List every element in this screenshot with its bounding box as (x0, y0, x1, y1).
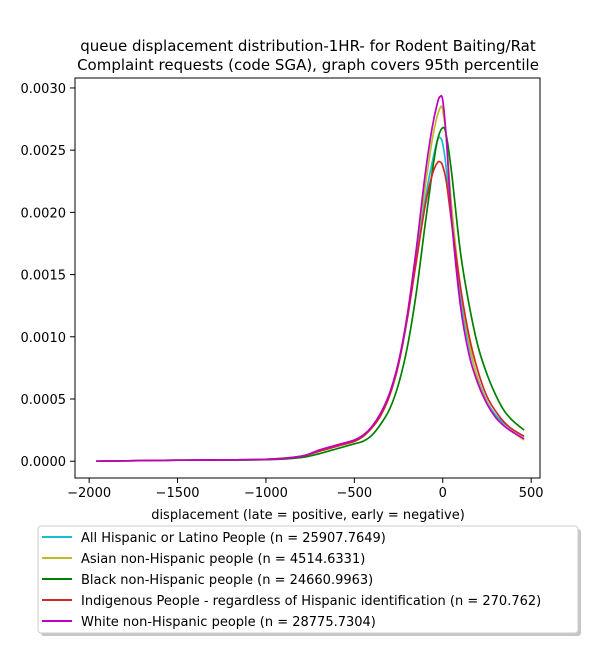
series-line-5 (96, 94, 525, 463)
x-tick-label: −1500 (156, 486, 200, 501)
x-tick-label: −1000 (244, 486, 288, 501)
legend-label-3: Black non-Hispanic people (n = 24660.996… (81, 573, 373, 588)
x-axis-label: displacement (late = positive, early = n… (151, 508, 465, 523)
legend-label-5: White non-Hispanic people (n = 28775.730… (81, 615, 376, 630)
legend-label-1: All Hispanic or Latino People (n = 25907… (81, 531, 386, 546)
series-line-4 (96, 160, 525, 463)
y-tick-label: 0.0015 (21, 269, 67, 284)
x-tick-label: −500 (336, 486, 372, 501)
x-axis: −2000 −1500 −1000 −500 0 500 (67, 478, 544, 501)
y-tick-label: 0.0005 (21, 393, 67, 408)
chart-title: queue displacement distribution-1HR- for… (77, 37, 539, 74)
series-layer (96, 94, 525, 463)
x-tick-label: 500 (519, 486, 544, 501)
y-axis: 0.0000 0.0005 0.0010 0.0015 0.0020 0.0025 0.00… (21, 82, 75, 470)
legend-items: All Hispanic or Latino People (n = 25907… (42, 531, 541, 630)
x-tick-label: −2000 (67, 486, 111, 501)
x-tick-label: 0 (439, 486, 447, 501)
y-tick-label: 0.0025 (21, 144, 67, 159)
y-tick-label: 0.0000 (21, 455, 67, 470)
y-tick-label: 0.0010 (21, 331, 67, 346)
legend-label-4: Indigenous People - regardless of Hispan… (81, 594, 541, 609)
legend-box (37, 525, 579, 634)
y-tick-label: 0.0020 (21, 206, 67, 221)
legend-label-2: Asian non-Hispanic people (n = 4514.6331… (81, 552, 365, 567)
y-tick-label: 0.0030 (21, 82, 67, 97)
series-line-3 (96, 126, 525, 463)
chart-title-line-1: queue displacement distribution-1HR- for… (80, 37, 536, 55)
legend: All Hispanic or Latino People (n = 25907… (37, 525, 581, 636)
plot-frame (74, 77, 541, 479)
chart-title-line-2: Complaint requests (code SGA), graph cov… (77, 56, 539, 74)
